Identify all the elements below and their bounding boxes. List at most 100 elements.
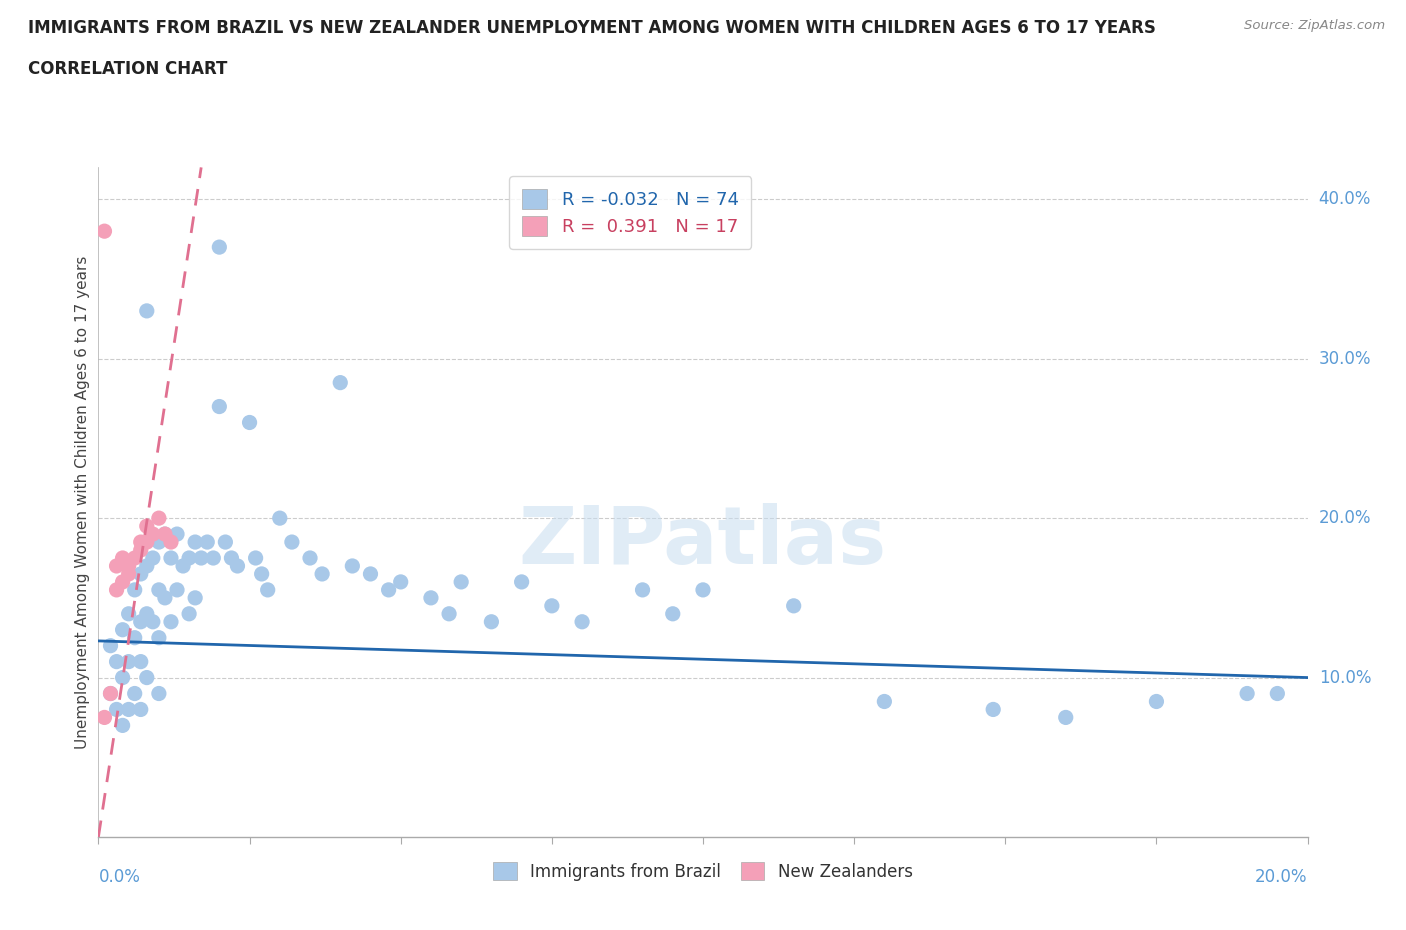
- Point: [118, 606, 141, 621]
- Point: [360, 566, 382, 581]
- Point: [111, 671, 134, 685]
- Point: [135, 671, 157, 685]
- Legend: Immigrants from Brazil, New Zealanders: Immigrants from Brazil, New Zealanders: [485, 854, 921, 889]
- Point: [208, 240, 231, 255]
- Point: [105, 654, 128, 669]
- Point: [269, 511, 291, 525]
- Point: [160, 551, 183, 565]
- Point: [124, 686, 146, 701]
- Point: [389, 575, 412, 590]
- Point: [118, 566, 141, 581]
- Point: [153, 526, 176, 541]
- Point: [153, 591, 176, 605]
- Point: [1054, 710, 1077, 724]
- Point: [118, 702, 141, 717]
- Point: [153, 526, 176, 541]
- Point: [571, 615, 593, 630]
- Text: 30.0%: 30.0%: [1319, 350, 1371, 367]
- Point: [135, 535, 157, 550]
- Point: [135, 606, 157, 621]
- Point: [184, 535, 207, 550]
- Point: [195, 535, 218, 550]
- Point: [179, 606, 201, 621]
- Point: [256, 582, 278, 597]
- Point: [179, 551, 201, 565]
- Point: [100, 638, 122, 653]
- Text: 0.0%: 0.0%: [98, 868, 141, 885]
- Point: [142, 551, 165, 565]
- Point: [245, 551, 267, 565]
- Point: [148, 535, 170, 550]
- Text: Source: ZipAtlas.com: Source: ZipAtlas.com: [1244, 19, 1385, 32]
- Point: [129, 542, 152, 557]
- Text: 20.0%: 20.0%: [1319, 509, 1371, 527]
- Point: [221, 551, 243, 565]
- Point: [329, 375, 352, 390]
- Point: [226, 559, 249, 574]
- Point: [172, 559, 194, 574]
- Point: [148, 686, 170, 701]
- Point: [692, 582, 714, 597]
- Point: [129, 615, 152, 630]
- Point: [129, 654, 152, 669]
- Text: IMMIGRANTS FROM BRAZIL VS NEW ZEALANDER UNEMPLOYMENT AMONG WOMEN WITH CHILDREN A: IMMIGRANTS FROM BRAZIL VS NEW ZEALANDER …: [28, 19, 1156, 36]
- Point: [105, 582, 128, 597]
- Point: [214, 535, 236, 550]
- Point: [281, 535, 304, 550]
- Point: [111, 622, 134, 637]
- Point: [208, 399, 231, 414]
- Point: [783, 598, 806, 613]
- Point: [93, 224, 115, 239]
- Point: [124, 631, 146, 645]
- Point: [202, 551, 225, 565]
- Point: [105, 702, 128, 717]
- Point: [481, 615, 503, 630]
- Y-axis label: Unemployment Among Women with Children Ages 6 to 17 years: Unemployment Among Women with Children A…: [75, 256, 90, 749]
- Point: [129, 702, 152, 717]
- Point: [342, 559, 364, 574]
- Point: [420, 591, 443, 605]
- Point: [661, 606, 683, 621]
- Point: [100, 686, 122, 701]
- Point: [93, 710, 115, 724]
- Point: [190, 551, 212, 565]
- Point: [135, 519, 157, 534]
- Point: [1236, 686, 1258, 701]
- Point: [873, 694, 896, 709]
- Point: [129, 566, 152, 581]
- Point: [250, 566, 273, 581]
- Point: [631, 582, 654, 597]
- Point: [540, 598, 562, 613]
- Point: [148, 631, 170, 645]
- Point: [299, 551, 322, 565]
- Point: [981, 702, 1004, 717]
- Point: [450, 575, 472, 590]
- Point: [148, 582, 170, 597]
- Point: [142, 615, 165, 630]
- Point: [111, 575, 134, 590]
- Text: ZIPatlas: ZIPatlas: [519, 503, 887, 581]
- Text: 20.0%: 20.0%: [1256, 868, 1308, 885]
- Point: [160, 535, 183, 550]
- Point: [105, 559, 128, 574]
- Point: [166, 582, 188, 597]
- Point: [118, 654, 141, 669]
- Point: [118, 559, 141, 574]
- Point: [166, 526, 188, 541]
- Point: [239, 415, 262, 430]
- Point: [184, 591, 207, 605]
- Point: [148, 511, 170, 525]
- Point: [111, 551, 134, 565]
- Point: [510, 575, 533, 590]
- Point: [124, 551, 146, 565]
- Point: [437, 606, 460, 621]
- Point: [142, 526, 165, 541]
- Point: [1144, 694, 1167, 709]
- Point: [129, 535, 152, 550]
- Point: [100, 686, 122, 701]
- Point: [111, 718, 134, 733]
- Text: 10.0%: 10.0%: [1319, 669, 1371, 686]
- Point: [377, 582, 399, 597]
- Text: CORRELATION CHART: CORRELATION CHART: [28, 60, 228, 78]
- Point: [311, 566, 333, 581]
